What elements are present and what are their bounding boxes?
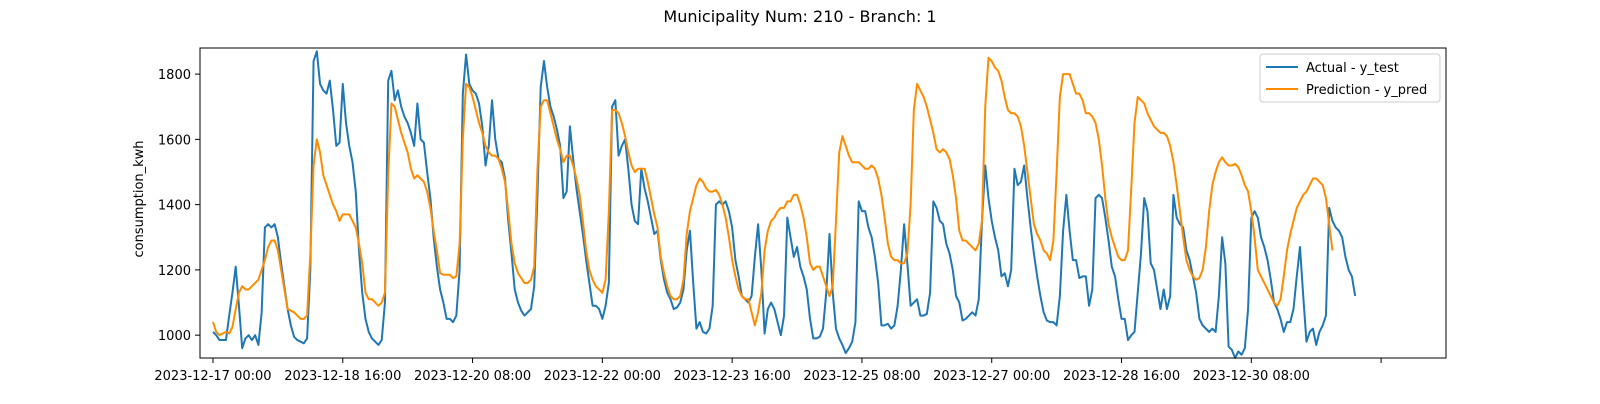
y-tick-label: 1600 [158,133,191,148]
legend: Actual - y_test Prediction - y_pred [1259,53,1441,103]
chart-title: Municipality Num: 210 - Branch: 1 [663,7,936,26]
x-tick-label: 2023-12-27 00:00 [933,369,1050,384]
x-tick-label: 2023-12-20 08:00 [414,369,531,384]
x-tick-label: 2023-12-18 16:00 [284,369,401,384]
x-tick-label: 2023-12-28 16:00 [1063,369,1180,384]
series-line-actual [212,50,1357,359]
x-axis: 2023-12-17 00:00 2023-12-18 16:00 2023-12-… [154,358,1382,384]
legend-label-actual: Actual - y_test [1306,61,1399,76]
x-tick-label: 2023-12-23 16:00 [674,369,791,384]
x-tick-label: 2023-12-22 00:00 [544,369,661,384]
y-tick-label: 1000 [158,329,191,344]
plot-frame [199,47,1447,359]
x-tick-label: 2023-12-17 00:00 [154,369,271,384]
y-tick-label: 1200 [158,264,191,279]
y-axis: 1000 1200 1400 1600 1800 [158,68,200,344]
x-tick-label: 2023-12-30 08:00 [1193,369,1310,384]
y-axis-label: consumption_kwh [132,140,147,257]
series-layer [212,50,1357,359]
x-tick-label: 2023-12-25 08:00 [803,369,920,384]
y-tick-label: 1800 [158,68,191,83]
y-tick-label: 1400 [158,199,191,214]
legend-label-prediction: Prediction - y_pred [1306,83,1427,98]
legend-frame [1259,53,1441,103]
series-line-prediction [212,56,1334,337]
